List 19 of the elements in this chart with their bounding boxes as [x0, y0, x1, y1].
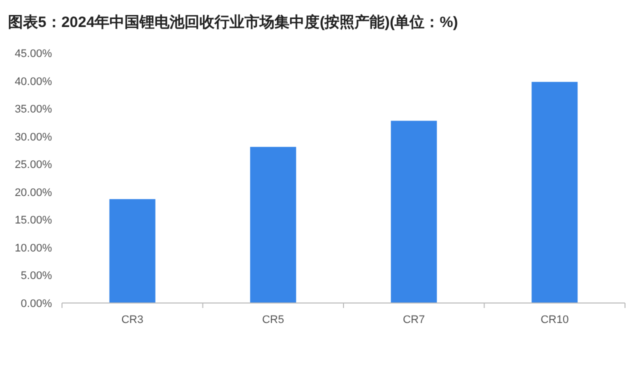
bar	[250, 146, 296, 303]
x-tick-label: CR3	[121, 314, 144, 326]
x-tick-label: CR7	[402, 314, 425, 326]
y-tick-label: 15.00%	[14, 214, 52, 227]
y-tick-label: 5.00%	[20, 270, 52, 282]
y-tick-label: 35.00%	[14, 104, 52, 116]
y-tick-label: 45.00%	[14, 48, 52, 60]
y-tick-label: 0.00%	[20, 298, 52, 310]
y-tick-label: 30.00%	[14, 131, 52, 144]
bar	[532, 82, 578, 303]
chart-title: 图表5：2024年中国锂电池回收行业市场集中度(按照产能)(单位：%)	[8, 13, 458, 31]
x-tick-label: CR10	[540, 314, 569, 326]
bar	[390, 120, 437, 303]
y-tick-label: 10.00%	[14, 242, 52, 254]
y-tick-label: 40.00%	[14, 76, 52, 88]
bar	[109, 199, 156, 303]
x-tick-label: CR5	[262, 314, 284, 326]
y-tick-label: 20.00%	[14, 186, 52, 199]
y-tick-label: 25.00%	[14, 159, 52, 172]
